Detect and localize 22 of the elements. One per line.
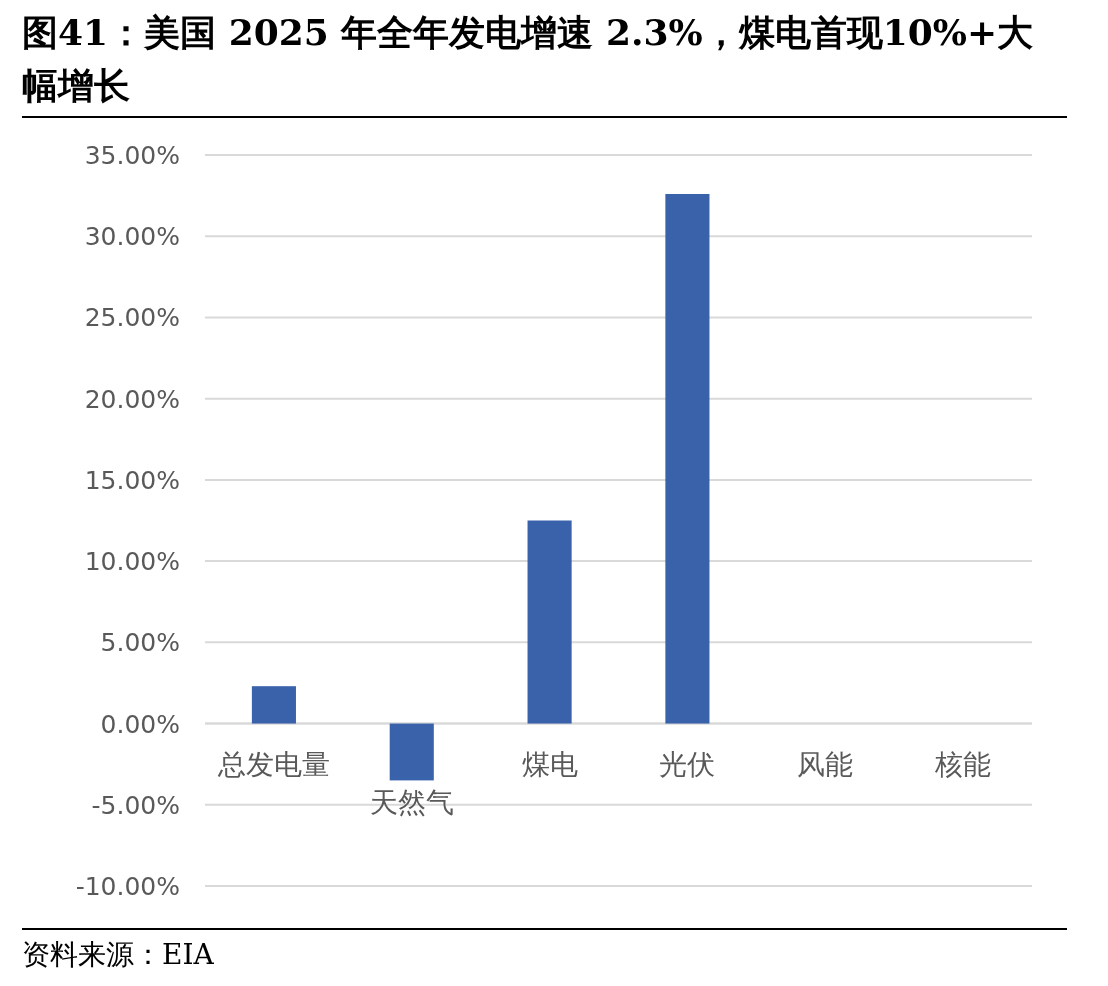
text: 资料来源：EIA: [22, 937, 215, 973]
y-tick-label: 0.00%: [100, 709, 180, 739]
x-tick-label: 风能: [797, 747, 854, 781]
x-tick-label: 核能: [934, 747, 992, 781]
chart-title: 图41：美国 2025 年全年发电增速 2.3%，煤电首现10%+大幅增长: [22, 6, 1067, 118]
bar: [251, 686, 296, 724]
x-tick-label: 天然气: [369, 786, 454, 820]
y-tick-label: -5.00%: [91, 790, 180, 820]
bar: [389, 723, 434, 781]
x-tick-label: 总发电量: [216, 747, 330, 781]
bar: [527, 520, 572, 724]
bar: [665, 193, 710, 724]
y-tick-label: 5.00%: [100, 628, 180, 658]
y-tick-label: 30.00%: [84, 222, 180, 252]
y-tick-label: 35.00%: [84, 141, 180, 170]
y-tick-label: 15.00%: [84, 465, 180, 495]
y-tick-label: -10.00%: [75, 872, 180, 901]
y-tick-label: 25.00%: [84, 303, 180, 333]
x-tick-label: 光伏: [659, 747, 716, 781]
x-tick-label: 煤电: [521, 747, 578, 781]
y-tick-label: 10.00%: [84, 547, 180, 577]
y-tick-label: 20.00%: [84, 384, 180, 414]
